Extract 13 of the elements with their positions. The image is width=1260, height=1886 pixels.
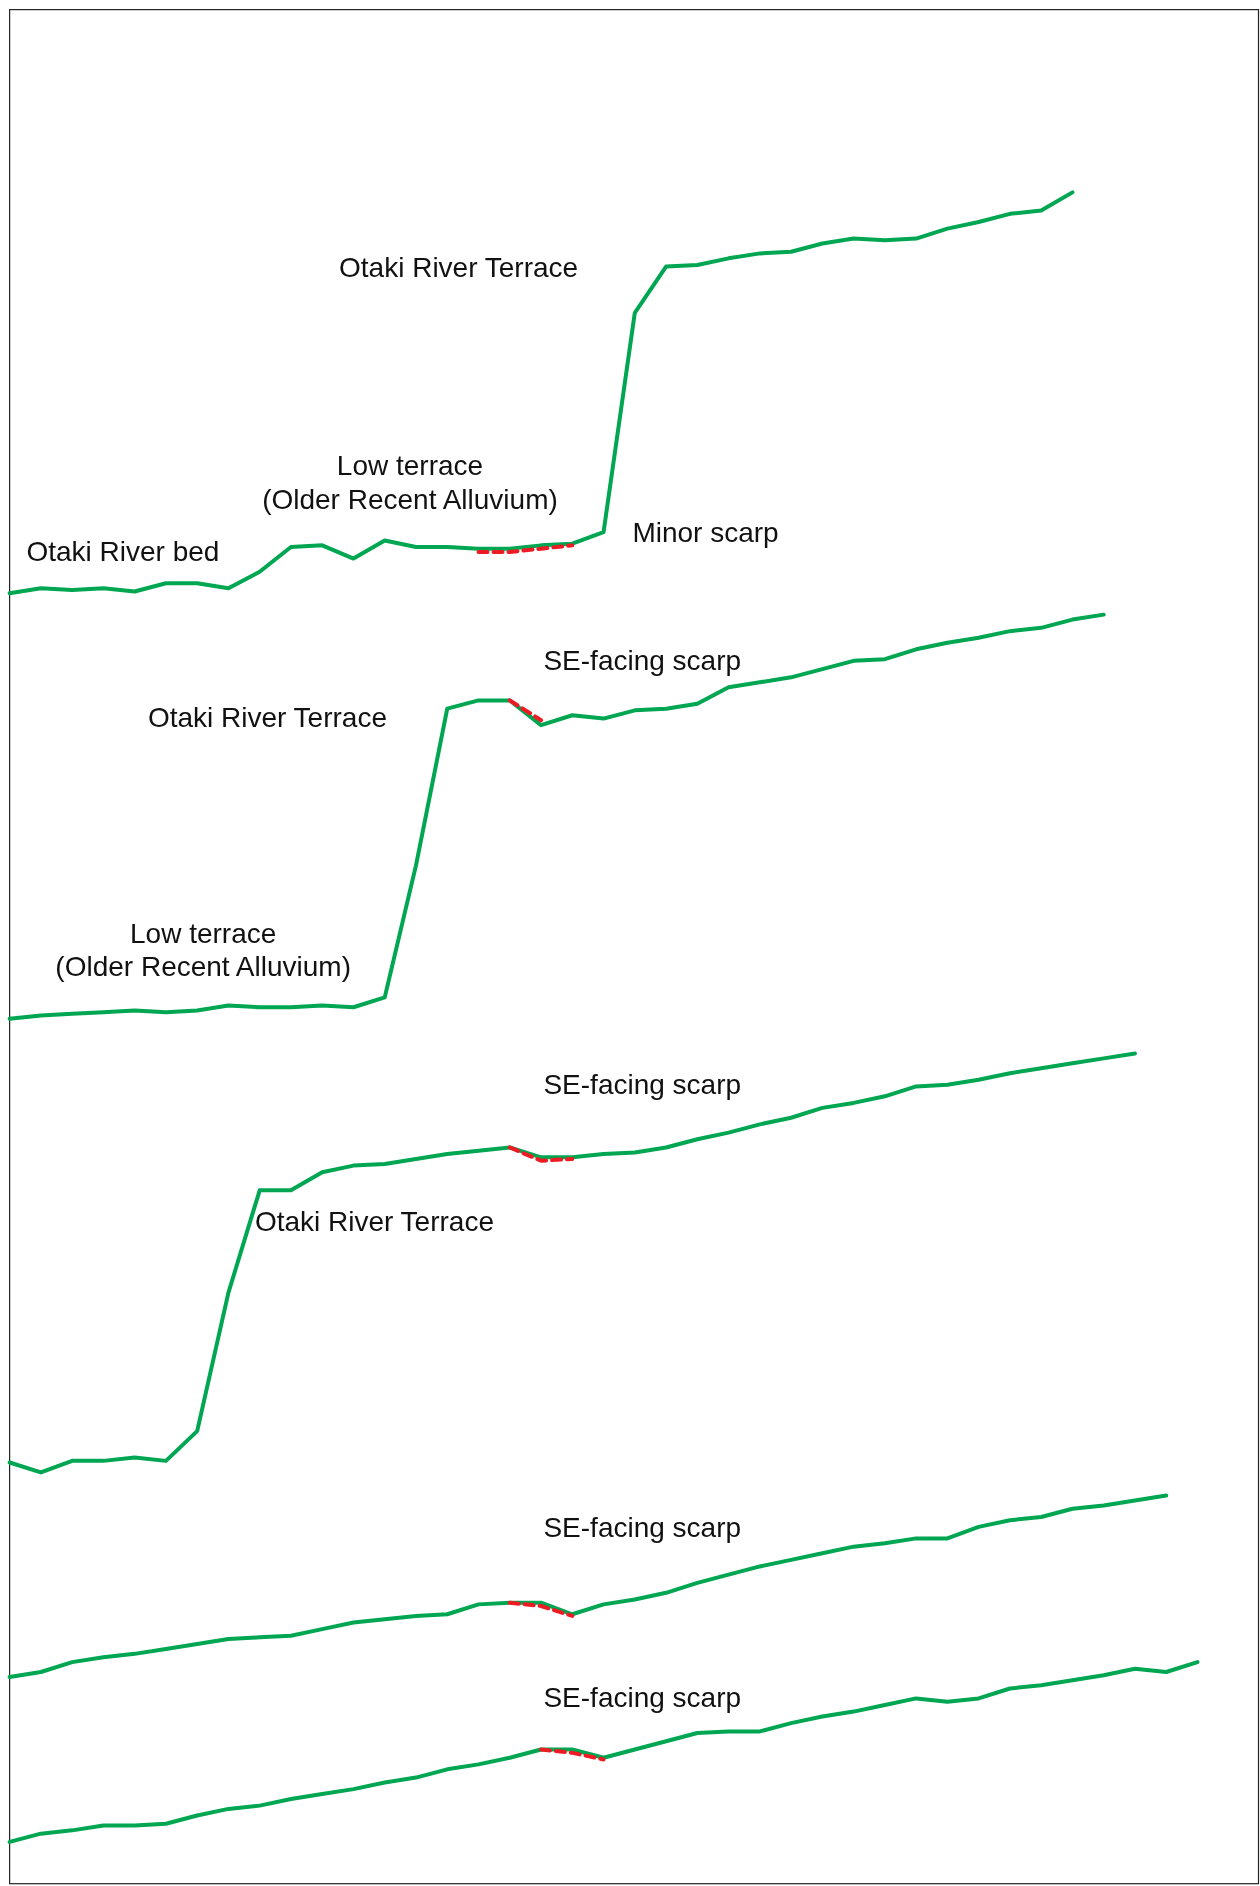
annotation: SE-facing scarp: [543, 1511, 742, 1543]
annotation: Otaki River Terrace: [339, 251, 579, 283]
annotation: Low terrace: [130, 917, 277, 949]
annotation: (Older Recent Alluvium): [262, 483, 558, 515]
annotation: (Older Recent Alluvium): [55, 951, 352, 983]
annotation: Minor scarp: [632, 517, 779, 549]
annotation: Low terrace: [336, 449, 484, 481]
annotation: Otaki River bed: [26, 536, 220, 568]
annotation: Otaki River Terrace: [254, 1206, 494, 1238]
annotation: SE-facing scarp: [543, 1069, 742, 1101]
annotation: SE-facing scarp: [543, 644, 742, 676]
annotation: Otaki River Terrace: [147, 702, 387, 734]
annotation: SE-facing scarp: [543, 1682, 742, 1714]
